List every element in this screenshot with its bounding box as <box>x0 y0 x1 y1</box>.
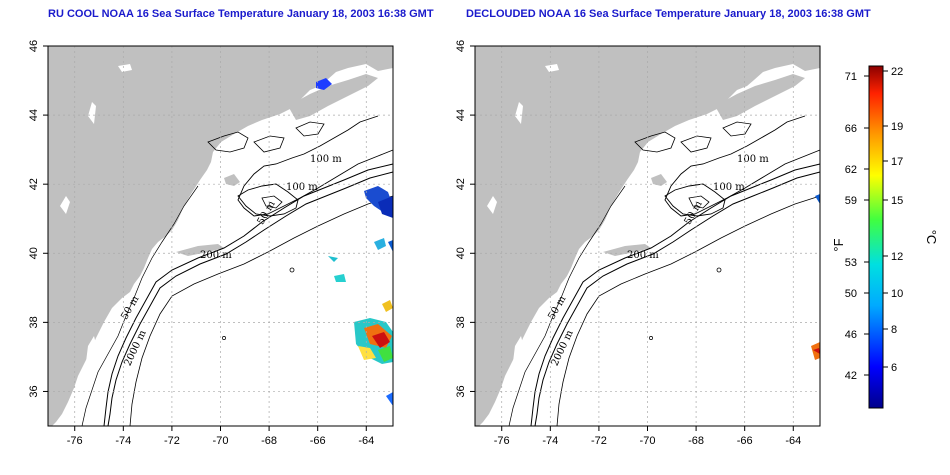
contour-label-100m-a: 100 m <box>310 154 342 165</box>
right-contour-label-100m-a: 100 m <box>737 154 769 165</box>
colorbar-gradient <box>868 65 884 409</box>
colorbar-c-label: 19 <box>891 121 903 133</box>
right-x-tick-label: -68 <box>688 435 704 447</box>
colorbar-c-label: 6 <box>891 362 897 374</box>
right-y-tick-label: 36 <box>455 385 467 397</box>
right-y-tick-label: 46 <box>455 40 467 52</box>
colorbar-f-label: 53 <box>845 257 857 269</box>
right-y-tick-label: 38 <box>455 316 467 328</box>
contour-label-200m: 200 m <box>200 250 232 261</box>
colorbar-c-label: 17 <box>891 156 903 168</box>
map-axes: -76 -74 -72 -70 -68 -66 -64 36 38 40 42 44 46 -76 -74 -… <box>28 40 821 447</box>
colorbar: °F °C 71 66 62 59 53 50 46 42 22 19 17 15 12 10 8 6 <box>831 65 939 409</box>
colorbar-unit-c: °C <box>924 230 939 245</box>
right-x-tick-label: -76 <box>494 435 510 447</box>
colorbar-f-label: 62 <box>845 164 857 176</box>
right-plot-frame <box>474 45 821 427</box>
contour-label-100m-b: 100 m <box>286 182 318 193</box>
right-contour-label-200m: 200 m <box>627 250 659 261</box>
right-x-tick-label: -64 <box>785 435 801 447</box>
left-x-tick-label: -74 <box>115 435 131 447</box>
colorbar-c-label: 22 <box>891 66 903 78</box>
left-x-tick-label: -70 <box>213 435 229 447</box>
left-x-tick-label: -72 <box>164 435 180 447</box>
right-y-tick-label: 44 <box>455 109 467 121</box>
colorbar-f-label: 71 <box>845 71 857 83</box>
left-plot-frame <box>47 45 394 427</box>
colorbar-f-label: 42 <box>845 370 857 382</box>
left-y-tick-label: 38 <box>28 316 40 328</box>
left-x-tick-label: -66 <box>310 435 326 447</box>
left-y-tick-label: 40 <box>28 247 40 259</box>
colorbar-f-label: 50 <box>845 288 857 300</box>
colorbar-c-label: 10 <box>891 288 903 300</box>
left-x-tick-label: -76 <box>67 435 83 447</box>
right-y-tick-label: 40 <box>455 247 467 259</box>
colorbar-f-label: 66 <box>845 123 857 135</box>
colorbar-c-label: 15 <box>891 195 903 207</box>
colorbar-f-label: 59 <box>845 195 857 207</box>
right-x-tick-label: -74 <box>542 435 558 447</box>
left-panel-title: RU COOL NOAA 16 Sea Surface Temperature … <box>48 8 434 20</box>
left-y-tick-label: 42 <box>28 178 40 190</box>
left-y-tick-label: 44 <box>28 109 40 121</box>
left-x-tick-label: -68 <box>261 435 277 447</box>
right-x-tick-label: -66 <box>737 435 753 447</box>
left-x-tick-label: -64 <box>358 435 374 447</box>
right-sst-patches <box>811 194 820 360</box>
right-x-tick-label: -72 <box>591 435 607 447</box>
right-panel-title: DECLOUDED NOAA 16 Sea Surface Temperatur… <box>466 8 871 20</box>
colorbar-f-label: 46 <box>845 329 857 341</box>
left-y-tick-label: 46 <box>28 40 40 52</box>
colorbar-unit-f: °F <box>831 238 846 251</box>
right-y-tick-label: 42 <box>455 178 467 190</box>
right-contour-label-100m-b: 100 m <box>713 182 745 193</box>
left-sst-patches <box>316 78 393 406</box>
right-x-tick-label: -70 <box>640 435 656 447</box>
colorbar-c-label: 8 <box>891 324 897 336</box>
colorbar-c-label: 12 <box>891 251 903 263</box>
left-y-tick-label: 36 <box>28 385 40 397</box>
